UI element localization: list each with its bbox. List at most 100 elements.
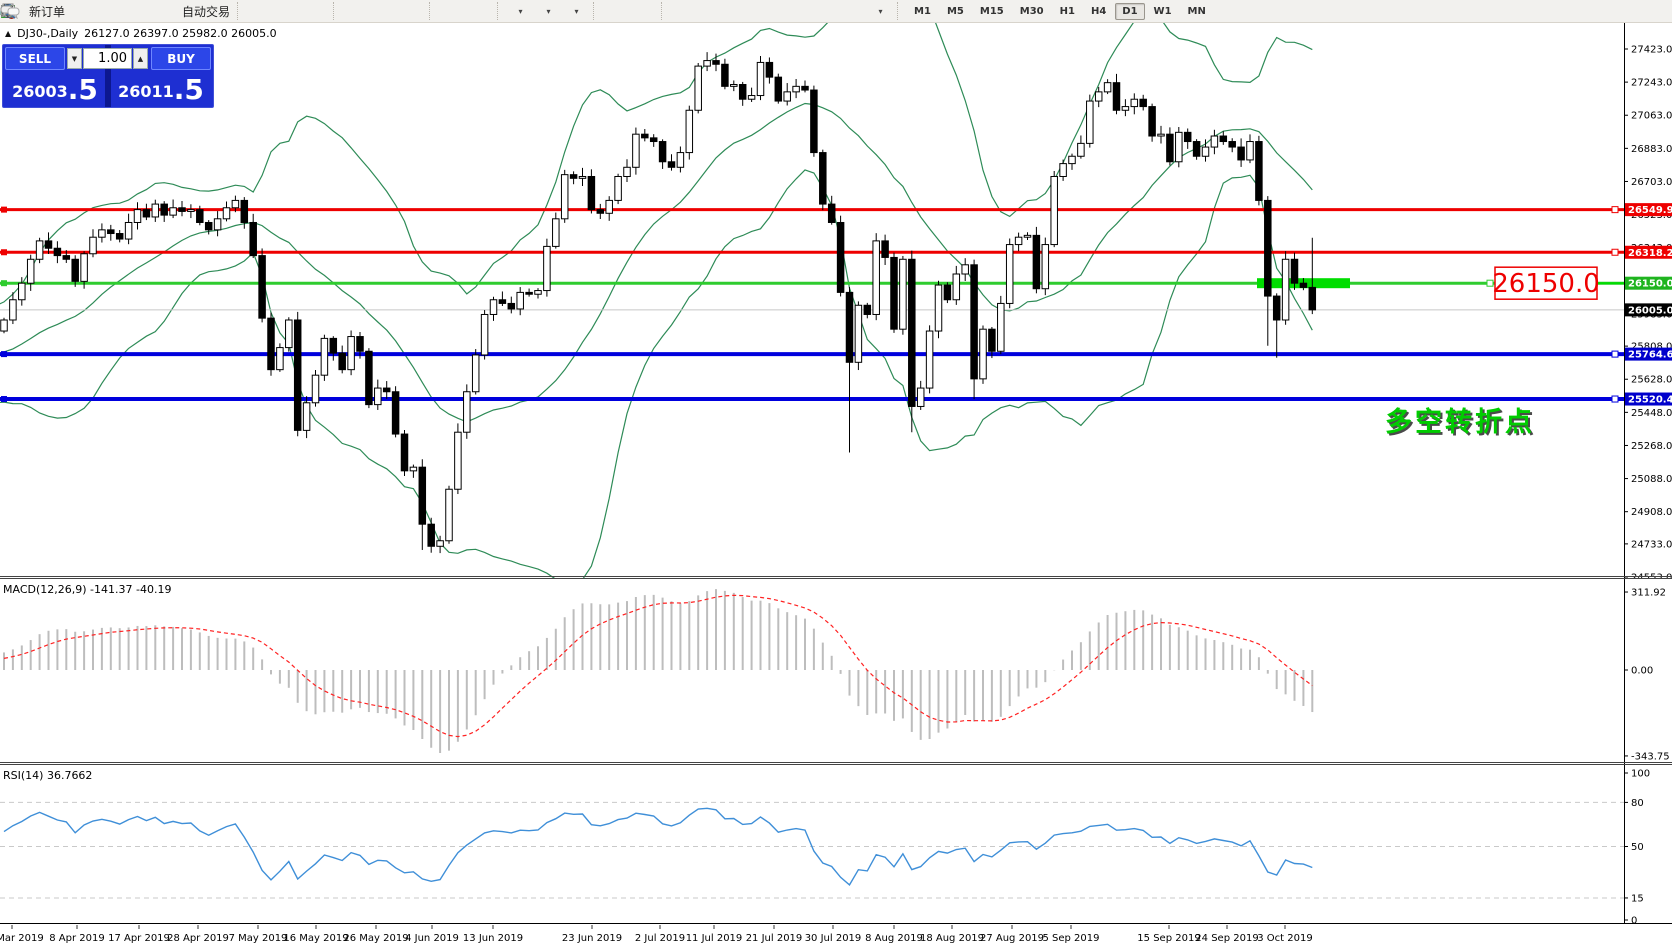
- crosshair-button[interactable]: [1, 0, 657, 22]
- sell-price[interactable]: 26003.5: [5, 72, 105, 106]
- timeframe-M30[interactable]: M30: [1019, 5, 1044, 17]
- data-window-button[interactable]: [1, 0, 124, 22]
- chat-button[interactable]: [0, 0, 1559, 22]
- candle-body: [44, 240, 53, 249]
- rsi-panel-canvas[interactable]: 100 80 50 15 0 RSI(14) 36.7662: [0, 765, 1672, 925]
- timeframe-M5[interactable]: M5: [946, 5, 964, 17]
- rsi-tick-label: 80: [1631, 798, 1644, 809]
- auto-scroll-button[interactable]: [2, 0, 465, 22]
- timeframe-W1[interactable]: W1: [1153, 5, 1172, 17]
- line-left-handle[interactable]: [1, 249, 7, 256]
- search-button[interactable]: [1, 0, 1531, 22]
- volume-decrement-button[interactable]: ▼: [67, 48, 82, 69]
- candle-body: [142, 209, 151, 218]
- chart-title: ▲ DJ30-,Daily 26127.0 26397.0 25982.0 26…: [5, 27, 277, 40]
- bollinger-middle-band: [0, 102, 1313, 423]
- candle-body: [899, 258, 907, 330]
- date-label: 17 Apr 2019: [108, 933, 170, 944]
- line-left-handle[interactable]: [1, 206, 7, 213]
- buy-price[interactable]: 26011.5: [111, 72, 211, 106]
- fibonacci-button[interactable]: F: [1, 0, 809, 22]
- price-callout-box[interactable]: [1494, 266, 1598, 300]
- new-order-label[interactable]: 新订单: [29, 4, 66, 19]
- zoom-out-button[interactable]: [2, 0, 397, 22]
- buy-button[interactable]: BUY: [151, 47, 211, 70]
- line-right-handle[interactable]: [1611, 248, 1619, 256]
- market-watch-button[interactable]: [1, 0, 96, 22]
- line-left-handle[interactable]: [1, 280, 7, 287]
- text-label-button[interactable]: T: [1, 0, 865, 22]
- candle-body: [703, 60, 711, 67]
- tile-windows-button[interactable]: [1, 0, 425, 22]
- separator: [897, 2, 903, 20]
- price-label: 25764.6: [1628, 350, 1672, 361]
- candle-body: [516, 291, 524, 310]
- trendline-button[interactable]: [1, 0, 753, 22]
- bar-chart-button[interactable]: [2, 0, 273, 22]
- timeframe-H4[interactable]: H4: [1090, 5, 1107, 17]
- timeframe-M15[interactable]: M15: [979, 5, 1004, 17]
- collapse-arrow-icon[interactable]: ▲: [5, 29, 12, 38]
- autotrading-button[interactable]: [0, 0, 180, 22]
- sell-button[interactable]: SELL: [5, 47, 65, 70]
- candle-body: [1121, 106, 1130, 111]
- candle-body: [676, 152, 685, 168]
- date-label: 4 Jun 2019: [405, 933, 459, 944]
- main-chart-canvas[interactable]: 27423.027243.027063.026883.026703.026523…: [0, 23, 1672, 579]
- candle-body: [774, 76, 783, 102]
- candle-body: [827, 203, 836, 223]
- timeframe-M1[interactable]: M1: [914, 5, 931, 17]
- text-button[interactable]: A: [2, 0, 837, 22]
- price-label: 25520.4: [1628, 395, 1672, 406]
- candle-body: [53, 247, 62, 257]
- candle-body: [721, 63, 729, 87]
- candle-body: [641, 133, 649, 139]
- arrows-button[interactable]: ▾: [3, 0, 893, 22]
- equidistant-channel-button[interactable]: E: [0, 0, 781, 22]
- volume-input[interactable]: [83, 48, 132, 69]
- chinese-annotation[interactable]: 多空转折点: [1385, 406, 1535, 438]
- candle-body: [810, 89, 818, 154]
- date-label: 8 Apr 2019: [49, 933, 104, 944]
- chart-shift-button[interactable]: [2, 0, 493, 22]
- line-right-handle[interactable]: [1611, 350, 1619, 358]
- candle-body: [436, 540, 444, 547]
- candlestick-chart-button[interactable]: [2, 0, 301, 22]
- line-right-handle[interactable]: [1486, 279, 1494, 287]
- autotrading-label[interactable]: 自动交易: [182, 4, 231, 19]
- price-tick-label: 26703.0: [1631, 177, 1672, 188]
- line-right-handle[interactable]: [1611, 206, 1619, 214]
- price-label-bg: [1625, 276, 1672, 290]
- candle-body: [1175, 131, 1183, 163]
- candle-body: [756, 61, 765, 97]
- candle-body: [952, 273, 961, 301]
- panel-divider: [105, 45, 111, 107]
- periods-button[interactable]: ▾: [1, 0, 561, 22]
- cursor-button[interactable]: [4, 0, 629, 22]
- macd-panel-canvas[interactable]: 311.92 0.00 -343.75 MACD(12,26,9) -141.37 -…: [0, 579, 1672, 765]
- candle-body: [204, 221, 213, 231]
- volume-increment-button[interactable]: ▲: [133, 48, 148, 69]
- price-tick-label: 27243.0: [1631, 78, 1672, 89]
- candle-body: [1068, 155, 1076, 165]
- timeframe-MN[interactable]: MN: [1187, 5, 1206, 17]
- candle-body: [311, 374, 320, 404]
- candle-body: [569, 174, 578, 179]
- timeframe-D1[interactable]: D1: [1115, 2, 1145, 20]
- separator: [333, 2, 339, 20]
- timeframe-H1[interactable]: H1: [1059, 5, 1075, 17]
- indicators-button[interactable]: ▾: [1, 0, 533, 22]
- line-left-handle[interactable]: [1, 351, 7, 358]
- templates-button[interactable]: ▾: [1, 0, 589, 22]
- line-chart-button[interactable]: [0, 0, 329, 22]
- line-left-handle[interactable]: [1, 396, 7, 403]
- candle-body: [285, 319, 293, 349]
- horizontal-line-button[interactable]: [1, 0, 725, 22]
- price-label-bg: [1625, 303, 1672, 317]
- candle-body: [498, 299, 507, 304]
- signals-button[interactable]: [1, 0, 152, 22]
- zoom-in-button[interactable]: [2, 0, 369, 22]
- line-right-handle[interactable]: [1611, 395, 1619, 403]
- vertical-line-button[interactable]: [6, 0, 697, 22]
